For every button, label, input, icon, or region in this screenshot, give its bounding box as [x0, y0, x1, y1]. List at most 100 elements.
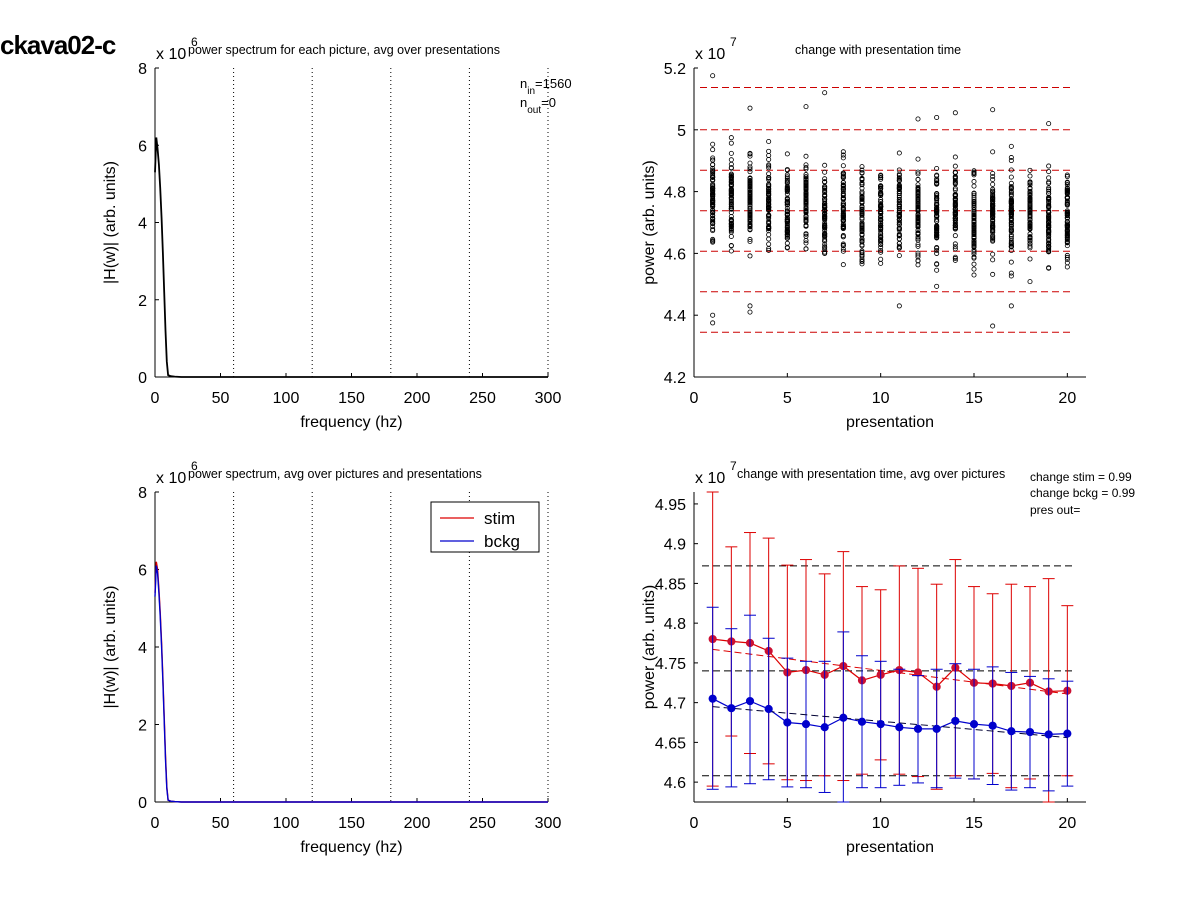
y-tick-label: 4.75: [655, 656, 686, 673]
scatter-point: [859, 197, 865, 203]
change-bckg-annotation: change bckg = 0.99: [1030, 486, 1135, 500]
legend-label-stim: stim: [484, 509, 515, 528]
scatter-point: [840, 212, 846, 218]
scatter-point: [990, 149, 996, 155]
scatter-point: [803, 195, 809, 201]
mean-point: [857, 717, 867, 726]
scatter-point: [934, 165, 940, 171]
legend-label-bckg: bckg: [484, 532, 520, 551]
change-stim-annotation: change stim = 0.99: [1030, 470, 1132, 484]
scatter-point: [859, 254, 865, 260]
scatter-point: [822, 198, 828, 204]
scatter-point: [822, 90, 828, 96]
scatter-point: [784, 205, 790, 211]
scatter-point: [710, 198, 716, 204]
scatter-point: [784, 215, 790, 221]
scatter-point: [878, 239, 884, 245]
scatter-point: [1046, 240, 1052, 246]
x-tick-label: 15: [965, 390, 983, 407]
scatter-point: [840, 152, 846, 158]
scatter-point: [728, 233, 734, 239]
scatter-point: [915, 198, 921, 204]
scatter-point: [803, 231, 809, 237]
scatter-point: [1027, 235, 1033, 241]
scatter-point: [803, 240, 809, 246]
chart-title: change with presentation time: [795, 43, 961, 57]
scatter-point: [1008, 193, 1014, 199]
scatter-point: [990, 107, 996, 113]
scatter-point: [952, 233, 958, 239]
scatter-point: [747, 227, 753, 233]
scatter-point: [747, 197, 753, 203]
scatter-point: [1027, 192, 1033, 198]
scatter-point: [1027, 212, 1033, 218]
scatter-point: [971, 266, 977, 272]
scatter-point: [990, 209, 996, 215]
scatter-point: [840, 234, 846, 240]
scatter-point: [971, 192, 977, 198]
scatter-point: [766, 156, 772, 162]
scatter-point: [803, 206, 809, 212]
scatter-point: [1027, 182, 1033, 188]
scatter-point: [1008, 220, 1014, 226]
scatter-point: [766, 215, 772, 221]
scatter-point: [859, 252, 865, 258]
scatter-point: [840, 243, 846, 249]
scatter-point: [710, 218, 716, 224]
scatter-point: [1064, 199, 1070, 205]
mean-point: [988, 721, 997, 730]
scatter-point: [803, 166, 809, 172]
trend-line: [712, 706, 1068, 739]
x-tick-label: 100: [273, 390, 300, 407]
scatter-point: [784, 235, 790, 241]
scatter-point: [728, 135, 734, 141]
scatter-point: [934, 283, 940, 289]
scatter-point: [990, 186, 996, 192]
y-tick-label: 4.6: [664, 775, 686, 792]
scatter-point: [859, 204, 865, 210]
scatter-point: [915, 250, 921, 256]
scatter-point: [859, 250, 865, 256]
scatter-point: [990, 196, 996, 202]
mean-point: [839, 713, 848, 722]
scatter-point: [710, 141, 716, 147]
scatter-point: [784, 222, 790, 228]
scatter-point: [822, 241, 828, 247]
scatter-point: [803, 153, 809, 159]
scatter-point: [840, 222, 846, 228]
x-tick-label: 5: [783, 390, 792, 407]
spectrum-line-bckg: [154, 565, 548, 803]
exponent-label: x 10: [695, 470, 725, 487]
scatter-point: [915, 231, 921, 237]
scatter-point: [803, 184, 809, 190]
scatter-point: [1027, 217, 1033, 223]
scatter-point: [747, 166, 753, 172]
chart-title: power spectrum for each picture, avg ove…: [188, 43, 500, 57]
mean-point: [764, 704, 773, 714]
scatter-point: [747, 169, 753, 175]
scatter-point: [952, 246, 958, 252]
scatter-point: [971, 234, 977, 240]
scatter-point: [1027, 197, 1033, 203]
scatter-point: [1046, 219, 1052, 225]
scatter-point: [747, 211, 753, 217]
scatter-point: [915, 196, 921, 202]
x-tick-label: 300: [535, 390, 562, 407]
scatter-point: [1046, 180, 1052, 186]
chart-title: change with presentation time, avg over …: [737, 467, 1005, 481]
y-tick-label: 5.2: [664, 61, 686, 78]
scatter-point: [859, 259, 865, 265]
mean-point: [727, 704, 736, 713]
scatter-point: [1008, 209, 1014, 215]
scatter-point: [878, 186, 884, 192]
scatter-point: [896, 193, 902, 199]
scatter-point: [728, 229, 734, 235]
scatter-point: [990, 181, 996, 187]
scatter-point: [822, 216, 828, 222]
scatter-point: [1046, 214, 1052, 220]
scatter-point: [878, 183, 884, 189]
scatter-point: [840, 185, 846, 191]
scatter-point: [971, 240, 977, 246]
mean-point: [1025, 727, 1035, 737]
scatter-point: [971, 212, 977, 218]
